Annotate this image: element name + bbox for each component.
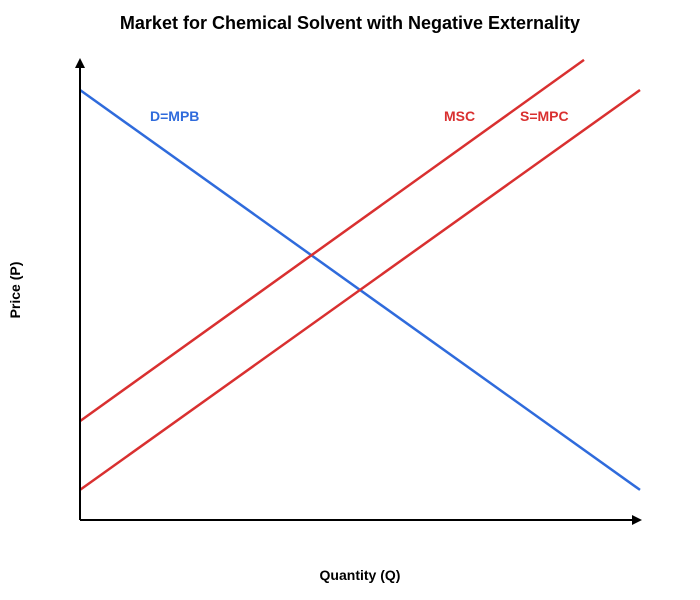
series-label-s-mpc: S=MPC [520, 108, 569, 124]
series-layer [79, 58, 641, 491]
series-line-s-mpc [79, 88, 641, 491]
series-line-msc [79, 58, 585, 423]
plot-area: D=MPB MSC S=MPC [79, 58, 641, 491]
series-label-d-mpb: D=MPB [150, 108, 199, 124]
y-axis-label: Price (P) [7, 262, 23, 319]
x-axis-label: Quantity (Q) [320, 567, 401, 583]
series-label-msc: MSC [444, 108, 475, 124]
chart-title: Market for Chemical Solvent with Negativ… [120, 13, 580, 33]
label-layer: D=MPB MSC S=MPC [150, 108, 569, 124]
